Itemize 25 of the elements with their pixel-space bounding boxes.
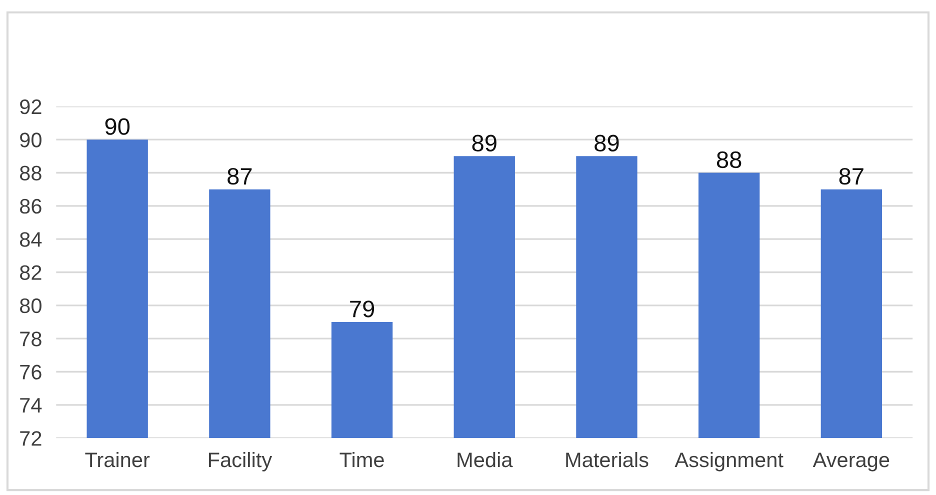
x-tick-label: Facility (208, 452, 272, 472)
y-tick-label: 90 (20, 132, 42, 148)
data-label: 89 (472, 134, 496, 152)
y-tick-label: 80 (20, 298, 42, 314)
x-tick-label: Assignment (674, 452, 784, 472)
y-tick-label: 82 (20, 265, 42, 280)
data-label: 88 (716, 151, 742, 168)
y-tick-label: 92 (20, 99, 42, 114)
x-tick-label: Average (812, 452, 890, 472)
x-tick-label: Time (340, 452, 384, 468)
data-label: 87 (839, 168, 864, 185)
data-label: 89 (594, 134, 619, 152)
data-label: 87 (228, 168, 252, 185)
x-tick-label: Trainer (85, 452, 150, 468)
y-tick-label: 84 (20, 232, 42, 247)
y-tick-label: 86 (20, 198, 42, 214)
x-tick-label: Materials (566, 452, 648, 468)
y-tick-label: 74 (20, 398, 42, 412)
y-tick-label: 76 (20, 364, 42, 380)
y-tick-label: 88 (20, 166, 42, 181)
y-tick-label: 72 (20, 431, 42, 446)
x-tick-label: Media (458, 452, 513, 468)
data-label: 79 (350, 300, 374, 318)
data-label: 90 (105, 118, 130, 135)
y-tick-label: 78 (20, 332, 42, 346)
